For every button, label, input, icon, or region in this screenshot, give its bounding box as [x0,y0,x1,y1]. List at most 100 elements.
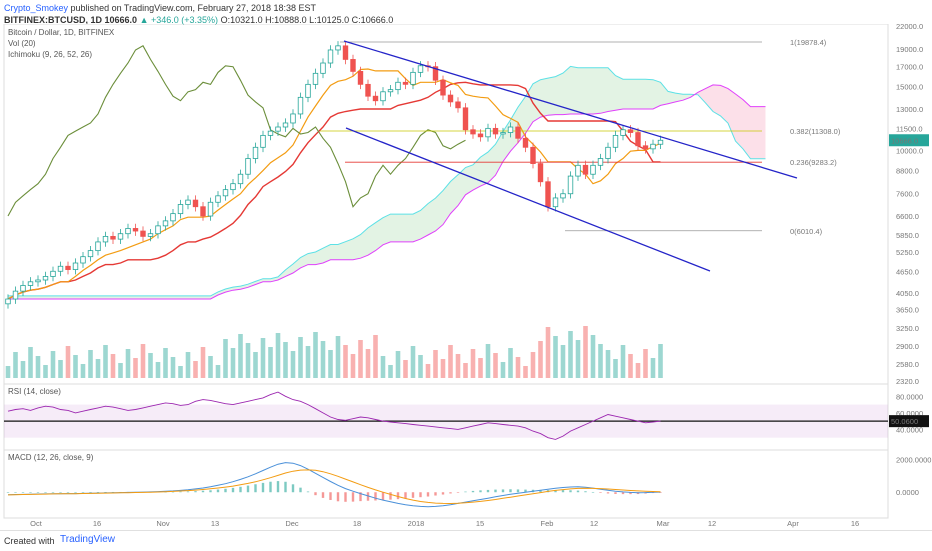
volume-bar [628,354,633,378]
volume-bar [88,350,93,378]
macd-histogram-bar [629,492,632,495]
volume-bar [275,333,281,378]
candle-body [447,94,454,103]
macd-histogram-bar [336,492,340,502]
cloud-segment [758,106,766,159]
publish-line: Crypto_Smokey published on TradingView.c… [4,2,393,14]
candle-body [500,132,506,135]
volume-bar [148,353,153,378]
macd-histogram-bar [239,486,242,493]
macd-histogram-bar [351,492,355,502]
cloud-segment [98,295,106,300]
cloud-segment [165,295,173,300]
candle-body [567,175,574,195]
candle-body [620,129,626,136]
candle-body [507,126,514,133]
macd-histogram-bar [576,490,580,493]
volume-bar [395,351,401,378]
cloud-segment [375,217,383,251]
time-axis-tick: 15 [476,519,484,528]
cloud-segment [38,295,46,300]
tradingview-logo[interactable]: TradingView [60,534,116,545]
candle-body [410,71,416,85]
candle-body [147,233,154,237]
cloud-segment [353,234,361,260]
price-chart[interactable]: 22000.0 19000.0 17000.0 15000.0 13000.0 11500… [0,24,932,530]
volume-bar [320,341,326,378]
macd-histogram-bar [569,490,572,493]
candle-body [27,281,34,286]
cloud-segment [405,214,413,242]
candle-body [432,66,439,81]
volume-bar [73,355,78,378]
candle-body [402,81,409,85]
price-change: ▲ +346.0 (+3.35%) [139,15,219,25]
time-axis-tick: 16 [93,519,101,528]
cloud-segment [660,82,668,106]
cloud-segment [360,227,368,259]
candle-body [642,145,649,150]
candle-body [560,193,566,199]
cloud-segment [428,198,436,236]
cloud-segment [383,214,391,245]
macd-histogram-bar [396,492,400,500]
macd-signal-line [7,469,661,505]
price-axis-tick: 7600.0 [896,190,919,199]
cloud-segment [240,284,248,290]
author-link[interactable]: Crypto_Smokey [4,3,69,13]
ichimoku-cloud [8,66,766,300]
cloud-segment [465,164,473,195]
macd-histogram-bar [411,492,415,498]
macd-histogram-bar [306,491,310,493]
cloud-segment [645,79,653,110]
cloud-segment [278,269,286,280]
volume-bar [448,345,453,378]
cloud-segment [413,210,421,242]
volume-bar [463,363,468,378]
rsi-value-tag [889,415,929,428]
candle-body [395,81,401,91]
macd-histogram-bar [449,492,452,494]
macd-histogram-bar [419,492,422,498]
price-axis-tick: 3650.0 [896,305,919,314]
candle-body [110,235,116,240]
time-axis-tick: 18 [353,519,361,528]
fib-level-label: 0(6010.4) [790,227,823,236]
candle-body [537,163,544,183]
candle-body [230,183,236,191]
candle-body [260,134,266,148]
candle-body [545,181,551,208]
volume-bar [403,360,408,378]
candle-body [267,130,274,136]
cloud-segment [128,295,136,300]
time-axis-tick: 13 [211,519,219,528]
candle-body [215,195,221,203]
candle-body [635,132,641,147]
candle-body [170,213,176,222]
volume-bar [193,361,198,378]
candle-body [612,134,619,148]
candle-body [605,146,611,159]
macd-histogram-bar [36,492,40,493]
candle-body [485,127,491,138]
cloud-segment [23,295,31,300]
candles [5,41,664,309]
candle-body [140,230,146,237]
candle-body [380,91,386,102]
candle-body [582,164,589,175]
volume-bar [613,359,618,378]
macd-histogram-bar [329,492,332,500]
volume-bar [515,357,521,378]
volume-bar [215,365,221,378]
macd-histogram-bar [81,492,85,493]
candle-body [222,189,229,197]
cloud-segment [735,93,743,149]
volume-bar [268,347,273,378]
macd-histogram-bar [374,492,377,501]
price-axis-tick: 22000.0 [896,24,923,31]
volume-bar [253,352,258,378]
macd-axis-tick: 0.0000 [896,488,919,497]
candle-body [252,146,259,159]
macd-histogram-bar [434,492,437,496]
candle-body [42,276,49,281]
